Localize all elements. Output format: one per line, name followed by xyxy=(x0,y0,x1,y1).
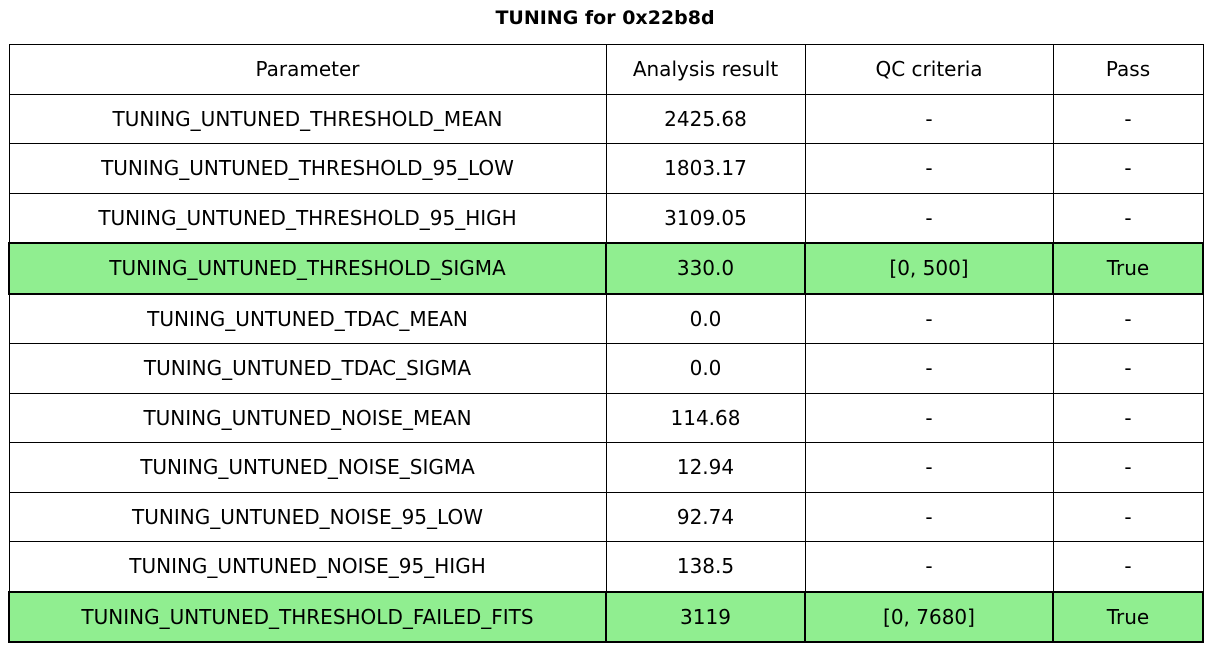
cell-pass: - xyxy=(1052,392,1204,443)
cell-parameter: TUNING_UNTUNED_THRESHOLD_FAILED_FITS xyxy=(8,590,607,643)
cell-analysis-result: 0.0 xyxy=(605,343,806,394)
cell-analysis-result: 3109.05 xyxy=(605,192,806,244)
cell-parameter: TUNING_UNTUNED_THRESHOLD_SIGMA xyxy=(8,242,607,295)
header-qc-criteria: QC criteria xyxy=(804,44,1054,95)
cell-qc-criteria: - xyxy=(804,143,1054,194)
table-row: TUNING_UNTUNED_THRESHOLD_SIGMA 330.0 [0, 5… xyxy=(8,242,1204,295)
cell-analysis-result: 138.5 xyxy=(605,541,806,592)
table-row: TUNING_UNTUNED_NOISE_SIGMA 12.94- - xyxy=(8,442,1204,493)
cell-parameter: TUNING_UNTUNED_NOISE_MEAN xyxy=(8,392,607,443)
cell-analysis-result: 0.0 xyxy=(605,293,806,344)
cell-pass: True xyxy=(1052,242,1204,295)
page-title: TUNING for 0x22b8d xyxy=(495,7,715,29)
header-parameter: Parameter xyxy=(8,44,607,95)
table-row: TUNING_UNTUNED_TDAC_MEAN 0.0- - xyxy=(8,293,1204,344)
cell-pass: - xyxy=(1052,442,1204,493)
cell-parameter: TUNING_UNTUNED_TDAC_MEAN xyxy=(8,293,607,344)
cell-analysis-result: 114.68 xyxy=(605,392,806,443)
cell-qc-criteria: - xyxy=(804,192,1054,244)
table-row: TUNING_UNTUNED_THRESHOLD_FAILED_FITS 3119… xyxy=(8,590,1204,643)
cell-pass: True xyxy=(1052,590,1204,643)
header-analysis-result: Analysis result xyxy=(605,44,806,95)
cell-parameter: TUNING_UNTUNED_NOISE_SIGMA xyxy=(8,442,607,493)
table-row: TUNING_UNTUNED_THRESHOLD_MEAN 2425.68- - xyxy=(8,93,1204,144)
cell-pass: - xyxy=(1052,192,1204,244)
cell-parameter: TUNING_UNTUNED_TDAC_SIGMA xyxy=(8,343,607,394)
cell-analysis-result: 12.94 xyxy=(605,442,806,493)
cell-parameter: TUNING_UNTUNED_NOISE_95_LOW xyxy=(8,491,607,542)
cell-pass: - xyxy=(1052,293,1204,344)
cell-pass: - xyxy=(1052,93,1204,144)
table-body: TUNING_UNTUNED_THRESHOLD_MEAN 2425.68- - TU… xyxy=(8,93,1204,643)
cell-pass: - xyxy=(1052,143,1204,194)
cell-qc-criteria: [0, 500] xyxy=(804,242,1054,295)
cell-qc-criteria: - xyxy=(804,93,1054,144)
cell-parameter: TUNING_UNTUNED_THRESHOLD_95_LOW xyxy=(8,143,607,194)
table-row: TUNING_UNTUNED_NOISE_95_LOW 92.74- - xyxy=(8,491,1204,542)
qc-results-table: Parameter Analysis result QC criteria Pa… xyxy=(8,44,1204,643)
cell-qc-criteria: - xyxy=(804,343,1054,394)
cell-qc-criteria: - xyxy=(804,541,1054,592)
table-row: TUNING_UNTUNED_THRESHOLD_95_HIGH 3109.05-… xyxy=(8,192,1204,244)
table-header: Parameter Analysis result QC criteria Pa… xyxy=(8,44,1204,95)
table-row: TUNING_UNTUNED_NOISE_95_HIGH 138.5- - xyxy=(8,541,1204,592)
cell-analysis-result: 330.0 xyxy=(605,242,806,295)
cell-qc-criteria: - xyxy=(804,392,1054,443)
table-row: TUNING_UNTUNED_NOISE_MEAN 114.68- - xyxy=(8,392,1204,443)
cell-parameter: TUNING_UNTUNED_THRESHOLD_MEAN xyxy=(8,93,607,144)
cell-qc-criteria: - xyxy=(804,491,1054,542)
cell-parameter: TUNING_UNTUNED_NOISE_95_HIGH xyxy=(8,541,607,592)
cell-analysis-result: 1803.17 xyxy=(605,143,806,194)
cell-pass: - xyxy=(1052,541,1204,592)
cell-analysis-result: 92.74 xyxy=(605,491,806,542)
table-row: TUNING_UNTUNED_TDAC_SIGMA 0.0- - xyxy=(8,343,1204,394)
cell-analysis-result: 3119 xyxy=(605,590,806,643)
header-pass: Pass xyxy=(1052,44,1204,95)
table-row: TUNING_UNTUNED_THRESHOLD_95_LOW 1803.17- - xyxy=(8,143,1204,194)
cell-analysis-result: 2425.68 xyxy=(605,93,806,144)
header-row: Parameter Analysis result QC criteria Pa… xyxy=(8,44,1204,95)
cell-qc-criteria: - xyxy=(804,442,1054,493)
cell-pass: - xyxy=(1052,491,1204,542)
cell-pass: - xyxy=(1052,343,1204,394)
cell-qc-criteria: - xyxy=(804,293,1054,344)
cell-parameter: TUNING_UNTUNED_THRESHOLD_95_HIGH xyxy=(8,192,607,244)
cell-qc-criteria: [0, 7680] xyxy=(804,590,1054,643)
